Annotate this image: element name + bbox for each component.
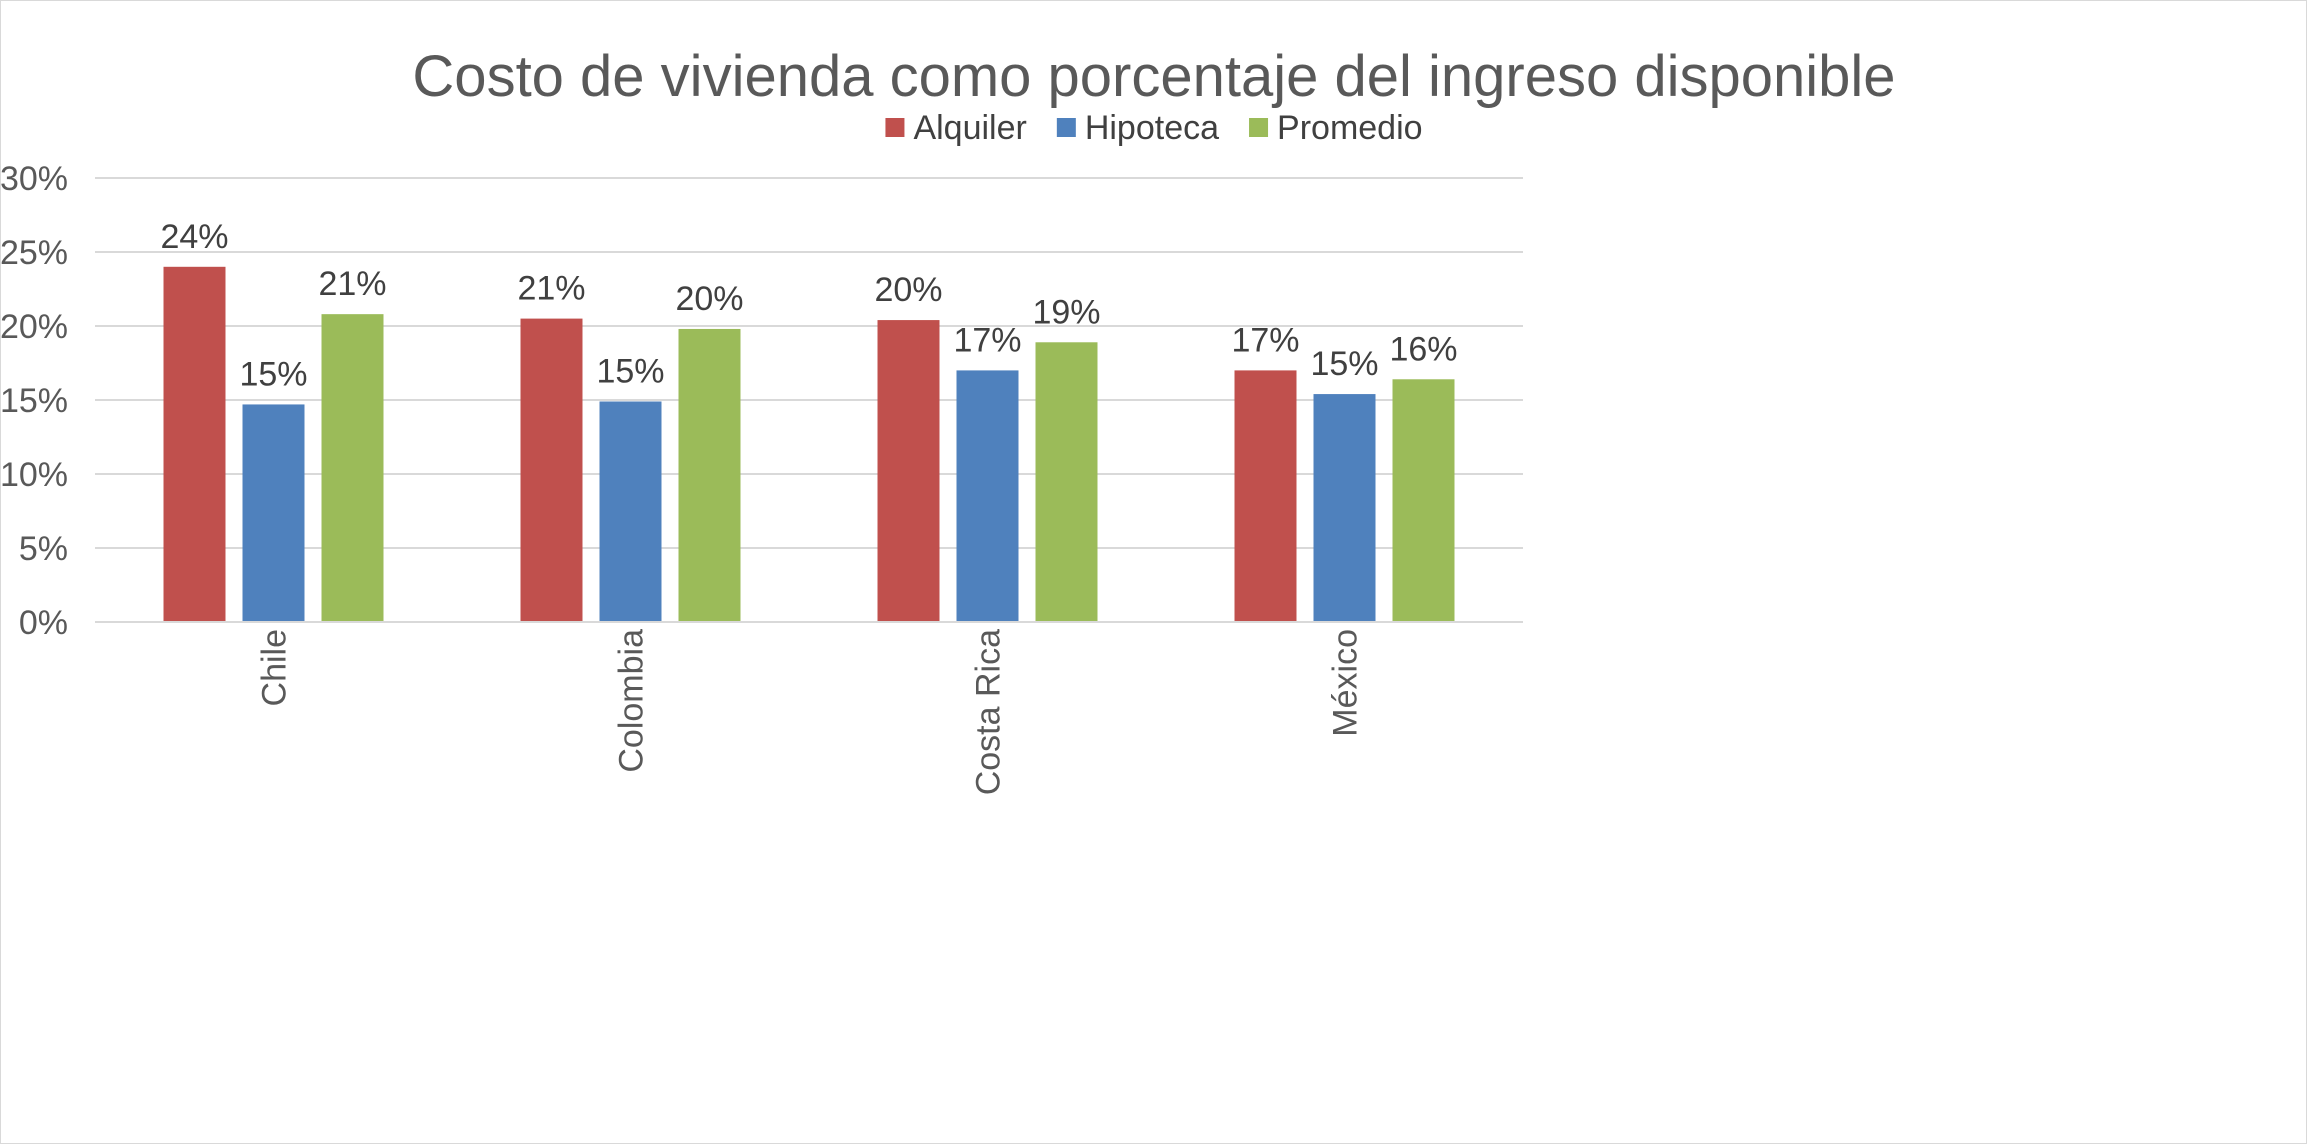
- data-label: 20%: [874, 271, 942, 309]
- data-label: 15%: [1310, 345, 1378, 383]
- x-category-label: Colombia: [613, 629, 651, 773]
- x-axis-category-labels: Chile Colombia Costa Rica México: [256, 629, 1365, 795]
- x-category-label: México: [1327, 629, 1365, 737]
- y-axis-ticks: 0% 5% 10% 15% 20% 25% 30%: [1, 160, 68, 642]
- bar-promedio-colombia: [678, 328, 741, 622]
- legend-item-hipoteca: Hipoteca: [1056, 109, 1219, 147]
- bar-alquiler-costa-rica: [877, 320, 940, 622]
- gridlines: [95, 177, 1523, 549]
- bar-alquiler-chile: [163, 266, 226, 622]
- legend-label: Alquiler: [913, 109, 1026, 147]
- bar-alquiler-colombia: [520, 318, 583, 622]
- data-label: 17%: [953, 321, 1021, 359]
- legend: Alquiler Hipoteca Promedio: [885, 109, 1423, 147]
- bar-alquiler-méxico: [1234, 370, 1297, 622]
- legend-swatch: [885, 118, 905, 137]
- data-label: 24%: [160, 218, 228, 256]
- data-label: 17%: [1231, 321, 1299, 359]
- legend-item-promedio: Promedio: [1249, 109, 1423, 147]
- data-label: 15%: [239, 355, 307, 393]
- bar-hipoteca-costa-rica: [956, 370, 1019, 622]
- y-tick-label: 10%: [1, 456, 68, 494]
- bar-promedio-méxico: [1392, 379, 1455, 622]
- y-tick-label: 25%: [1, 234, 68, 272]
- bar-hipoteca-chile: [242, 404, 305, 622]
- data-label: 16%: [1389, 330, 1457, 368]
- data-label: 20%: [675, 280, 743, 318]
- chart-title: Costo de vivienda como porcentaje del in…: [412, 44, 1895, 109]
- legend-item-alquiler: Alquiler: [885, 109, 1027, 147]
- y-tick-label: 15%: [1, 382, 68, 420]
- bars: [163, 266, 1455, 622]
- data-label: 19%: [1032, 293, 1100, 331]
- data-label: 21%: [517, 270, 585, 308]
- legend-swatch: [1249, 118, 1269, 137]
- bar-promedio-costa-rica: [1035, 342, 1098, 622]
- x-category-label: Chile: [256, 629, 294, 706]
- y-tick-label: 0%: [19, 604, 68, 642]
- bar-hipoteca-colombia: [599, 401, 662, 622]
- data-label: 15%: [596, 352, 664, 390]
- bar-hipoteca-méxico: [1313, 394, 1376, 622]
- legend-label: Promedio: [1277, 109, 1423, 147]
- y-tick-label: 5%: [19, 530, 68, 568]
- legend-swatch: [1056, 118, 1076, 137]
- data-label: 21%: [318, 265, 386, 303]
- data-labels: 24% 15% 21% 21% 15% 20% 20% 17% 19% 17% 15% 16%: [160, 218, 1457, 394]
- y-tick-label: 20%: [1, 308, 68, 346]
- x-category-label: Costa Rica: [970, 629, 1008, 795]
- bar-promedio-chile: [321, 314, 384, 622]
- legend-label: Hipoteca: [1085, 109, 1219, 147]
- y-tick-label: 30%: [1, 160, 68, 198]
